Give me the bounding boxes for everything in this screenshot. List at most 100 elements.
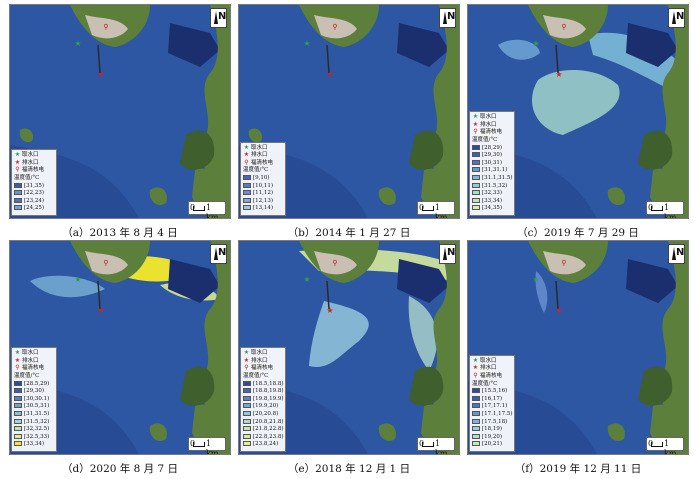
legend-class-row: [32.5,33): [14, 433, 54, 442]
legend-class-row: [12,13): [243, 197, 283, 206]
legend-class-label: [22.8,23.8): [253, 433, 284, 440]
coastal-hill: [409, 366, 444, 406]
legend-swatch: [472, 418, 480, 424]
north-arrow: N: [668, 244, 685, 264]
outfall-jetty: [326, 280, 330, 310]
legend-class-label: [11,12): [253, 190, 274, 197]
legend-swatch: [14, 380, 22, 386]
legend-class-label: [32,32.5): [24, 426, 50, 433]
scale-bar: 0 1 km: [646, 201, 684, 218]
legend-class-row: [23,24): [14, 197, 54, 206]
legend-swatch: [14, 190, 22, 196]
coastal-hill: [638, 130, 673, 170]
town-area: [543, 251, 586, 275]
legend-marker-row: ★ 取水口: [472, 357, 512, 365]
legend-marker-row: ★ 取水口: [14, 349, 54, 357]
legend-class-label: [28,29): [482, 144, 503, 151]
legend-class-label: [19,20): [482, 433, 503, 440]
legend-class-label: [31.5,32): [482, 182, 508, 189]
legend-marker-label: 排水口: [251, 357, 268, 364]
legend-class-label: [17.1,17.5): [482, 411, 513, 418]
nuclear-plant-icon: ⚲: [244, 158, 249, 166]
legend-marker-label: 取水口: [251, 144, 268, 151]
legend-marker-label: 福清核电: [22, 365, 45, 372]
town-area: [85, 15, 128, 39]
thermal-plume: [408, 296, 438, 371]
legend-class-label: [23.8,24): [253, 441, 279, 448]
legend-class-row: [19,20): [472, 433, 512, 442]
legend: ★ 取水口 ★ 排水口 ⚲ 福清核电 温度值/°C [28.5,29) [29,30) [30,3…: [11, 347, 57, 452]
coastal-hill: [180, 366, 215, 406]
legend-class-row: [19.8,19.9): [243, 395, 284, 404]
scale-zero: 0: [648, 203, 654, 212]
legend-marker-label: 取水口: [480, 357, 497, 364]
map-panel-a: ★ ★ ⚲ N 0 1 km ★ 取水口 ★ 排水口 ⚲ 福清核电 温度值/°C [31,35)[…: [9, 4, 231, 239]
scale-unit: 1 km: [435, 203, 448, 219]
legend-class-row: [34,35): [472, 205, 512, 213]
scale-bar: 0 1 km: [188, 201, 226, 218]
legend-class-row: [24,25): [14, 205, 54, 213]
north-label: N: [676, 11, 685, 22]
legend-swatch: [472, 426, 480, 432]
legend-class-label: [18.8,19.8): [253, 388, 284, 395]
legend-marker-label: 排水口: [251, 152, 268, 159]
legend-class-label: [17.5,18): [482, 418, 508, 425]
legend-swatch: [243, 433, 251, 439]
outfall-jetty: [97, 280, 101, 310]
legend-class-label: [9,10): [253, 175, 270, 182]
caption: （f）2019 年 12 月 11 日: [514, 463, 642, 475]
nuclear-plant-icon: ⚲: [15, 166, 20, 174]
north-arrow-icon: [214, 247, 218, 260]
scale-bar: 0 1 km: [188, 437, 226, 454]
legend-class-label: [33,34): [24, 441, 45, 448]
coastal-hill: [638, 366, 673, 406]
legend-class-row: [20,21): [472, 441, 512, 449]
legend-class-label: [20,21): [482, 441, 503, 448]
legend-class-label: [29,30): [24, 388, 45, 395]
legend-class-row: [29,30): [472, 152, 512, 160]
legend-marker-row: ★ 排水口: [472, 364, 512, 372]
harbor-basin: [626, 259, 678, 303]
legend-swatch: [14, 182, 22, 188]
legend: ★ 取水口 ★ 排水口 ⚲ 福清核电 温度值/°C [28,29) [29,30) [30,31)…: [469, 111, 515, 216]
nuclear-plant-icon: ⚲: [561, 259, 566, 267]
legend-class-row: [18.8,19.8): [243, 388, 284, 396]
legend-class-label: [32,33): [482, 190, 503, 197]
nuclear-plant-icon: ⚲: [561, 23, 566, 31]
scale-bar-icon: [651, 442, 663, 447]
harbor-basin: [626, 23, 678, 67]
legend-marker-label: 排水口: [480, 121, 497, 128]
intake-star-icon: ★: [303, 275, 310, 284]
legend-class-row: [10,11): [243, 182, 283, 191]
legend-class-label: [30.5,31): [24, 403, 50, 410]
small-island: [149, 187, 167, 206]
legend-class-row: [31,31.5): [14, 411, 54, 419]
legend-swatch: [14, 418, 22, 424]
southern-headland: [421, 404, 452, 443]
legend-class-row: [33,34): [472, 197, 512, 206]
legend-class-row: [33,34): [14, 441, 54, 449]
eastern-coast: [662, 5, 688, 218]
legend-class-label: [18.5,18.8): [253, 380, 284, 387]
intake-star-icon: ★: [74, 275, 81, 284]
scale-bar-icon: [193, 206, 205, 211]
legend-class-label: [10,11): [253, 182, 274, 189]
legend-class-label: [16,17): [482, 395, 503, 402]
outfall-star-icon: ★: [243, 151, 250, 159]
legend-class-label: [13,14): [253, 205, 274, 212]
outfall-star-icon: ★: [472, 120, 479, 128]
coastal-hill: [409, 130, 444, 170]
legend-title: 温度值/°C: [14, 373, 40, 380]
legend-swatch: [472, 197, 480, 203]
legend-swatch: [243, 418, 251, 424]
legend-class-label: [34,35): [482, 205, 503, 212]
north-arrow-icon: [214, 11, 218, 24]
map-panel-c: ★ ★ ⚲ N 0 1 km ★ 取水口 ★ 排水口 ⚲ 福清核电 温度值/°C [28,29)[…: [467, 4, 689, 239]
legend-marker-row: ⚲ 福清核电: [14, 166, 54, 174]
scale-zero: 0: [190, 439, 196, 448]
intake-star-icon: ★: [472, 356, 479, 364]
legend-class-row: [18.5,18.8): [243, 380, 284, 389]
legend-class-row: [31,31.1): [472, 167, 512, 175]
nuclear-plant-icon: ⚲: [103, 259, 108, 267]
harbor-basin: [168, 23, 220, 67]
